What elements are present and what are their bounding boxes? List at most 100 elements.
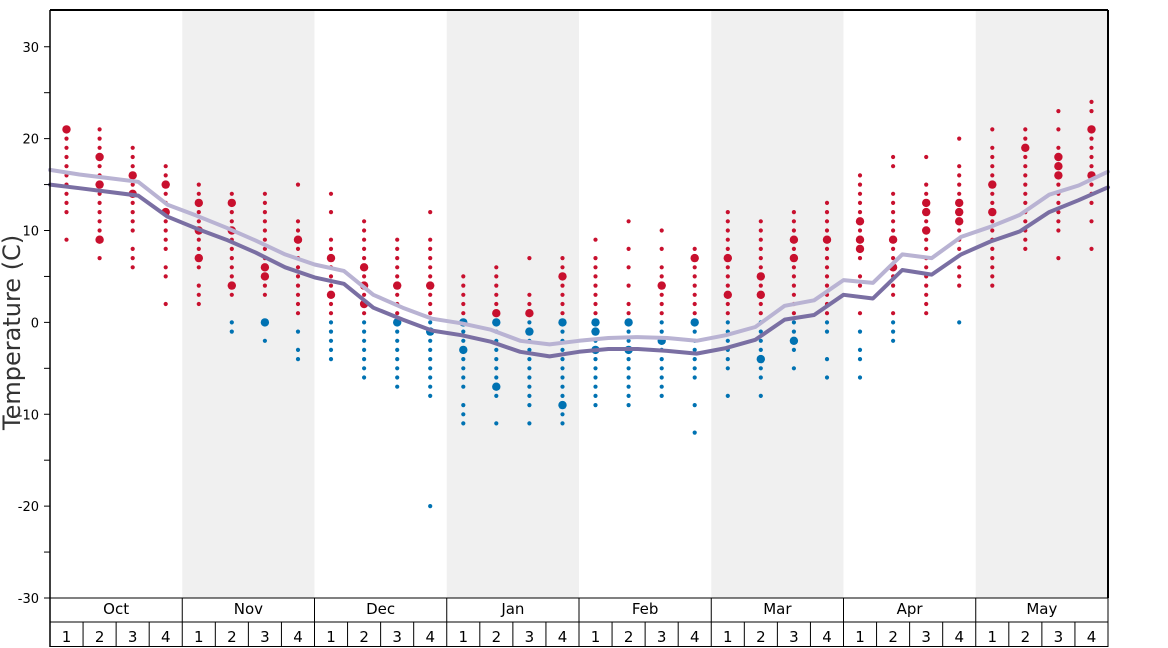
month-band-nov xyxy=(182,10,315,598)
temp-point xyxy=(957,173,962,178)
temp-point xyxy=(593,274,598,279)
temp-point xyxy=(690,318,699,327)
temp-point xyxy=(527,357,532,362)
temp-point xyxy=(758,329,763,334)
temp-point xyxy=(1089,154,1094,160)
temp-point xyxy=(130,265,135,270)
temp-point xyxy=(362,338,367,343)
temp-point xyxy=(130,256,135,261)
temp-point xyxy=(359,263,369,272)
temp-point xyxy=(560,265,565,270)
temp-point xyxy=(725,274,730,279)
temp-point xyxy=(362,228,367,233)
week-label: 2 xyxy=(95,628,105,646)
temp-point xyxy=(1023,246,1028,251)
temp-point xyxy=(97,256,102,261)
temp-point xyxy=(791,329,797,334)
temp-point xyxy=(791,210,797,215)
temp-point xyxy=(262,191,267,196)
temp-point xyxy=(62,125,71,134)
temp-point xyxy=(891,154,896,160)
temp-point xyxy=(461,292,466,297)
temp-point xyxy=(328,191,334,196)
temp-point xyxy=(659,375,664,380)
temp-point xyxy=(857,210,863,215)
temp-point xyxy=(924,237,929,242)
temp-point xyxy=(957,274,962,279)
temp-point xyxy=(725,320,730,325)
temp-point xyxy=(791,311,797,316)
temp-point xyxy=(295,228,301,233)
temp-point xyxy=(362,256,367,261)
month-band-may xyxy=(975,10,1108,598)
temp-point xyxy=(593,311,598,316)
temp-point xyxy=(1056,256,1061,261)
temp-point xyxy=(891,210,896,215)
temp-point xyxy=(196,237,201,242)
temp-point xyxy=(428,311,433,316)
temp-point xyxy=(593,357,598,362)
temp-point xyxy=(824,210,830,215)
temp-point xyxy=(822,235,832,244)
temp-point xyxy=(957,191,962,196)
temp-point xyxy=(395,384,400,389)
temp-point xyxy=(659,228,664,233)
temp-point xyxy=(328,246,334,251)
temp-point xyxy=(988,180,997,189)
temp-point xyxy=(362,246,367,251)
temp-point xyxy=(395,329,400,334)
temp-point xyxy=(988,207,997,217)
temp-point xyxy=(626,403,631,408)
temp-point xyxy=(922,226,931,235)
temp-point xyxy=(725,393,730,398)
week-label: 3 xyxy=(789,628,799,646)
temp-point xyxy=(527,256,532,261)
temp-point xyxy=(824,265,830,270)
temp-point xyxy=(163,237,168,242)
temp-point xyxy=(362,237,367,242)
temp-point xyxy=(461,384,466,389)
temp-point xyxy=(295,329,301,334)
temp-point xyxy=(990,173,995,178)
temp-point xyxy=(1056,200,1061,205)
temp-point xyxy=(593,237,598,242)
temp-point xyxy=(725,219,730,224)
temp-point xyxy=(64,164,69,169)
week-label: 2 xyxy=(756,628,766,646)
week-label: 3 xyxy=(260,628,270,646)
temp-point xyxy=(64,136,69,141)
temp-point xyxy=(957,283,962,288)
temp-point xyxy=(593,366,598,371)
temp-point xyxy=(494,421,499,426)
week-label: 4 xyxy=(690,628,700,646)
temp-point xyxy=(260,272,270,281)
temp-point xyxy=(130,219,135,224)
temp-point xyxy=(295,182,301,187)
temp-point xyxy=(857,256,863,261)
temp-point xyxy=(362,347,367,352)
temp-point xyxy=(626,311,631,316)
temp-point xyxy=(229,210,234,215)
temp-point xyxy=(990,256,995,261)
temp-point xyxy=(461,412,466,417)
temp-point xyxy=(593,256,598,261)
temp-point xyxy=(957,246,962,251)
temp-point xyxy=(891,200,896,205)
temp-point xyxy=(593,301,598,307)
temp-point xyxy=(395,375,400,380)
week-label: 4 xyxy=(161,628,171,646)
temp-point xyxy=(560,256,565,261)
temp-point xyxy=(924,182,929,187)
temp-point xyxy=(461,366,466,371)
temp-point xyxy=(461,301,466,307)
temp-point xyxy=(1056,210,1061,215)
temp-point xyxy=(692,292,697,297)
week-label: 1 xyxy=(62,628,72,646)
temp-point xyxy=(758,256,763,261)
temp-point xyxy=(428,504,433,509)
temp-point xyxy=(194,253,203,263)
temp-point xyxy=(990,164,995,169)
temp-point xyxy=(791,246,797,251)
temp-point xyxy=(692,246,697,251)
month-label-apr: Apr xyxy=(897,600,924,618)
